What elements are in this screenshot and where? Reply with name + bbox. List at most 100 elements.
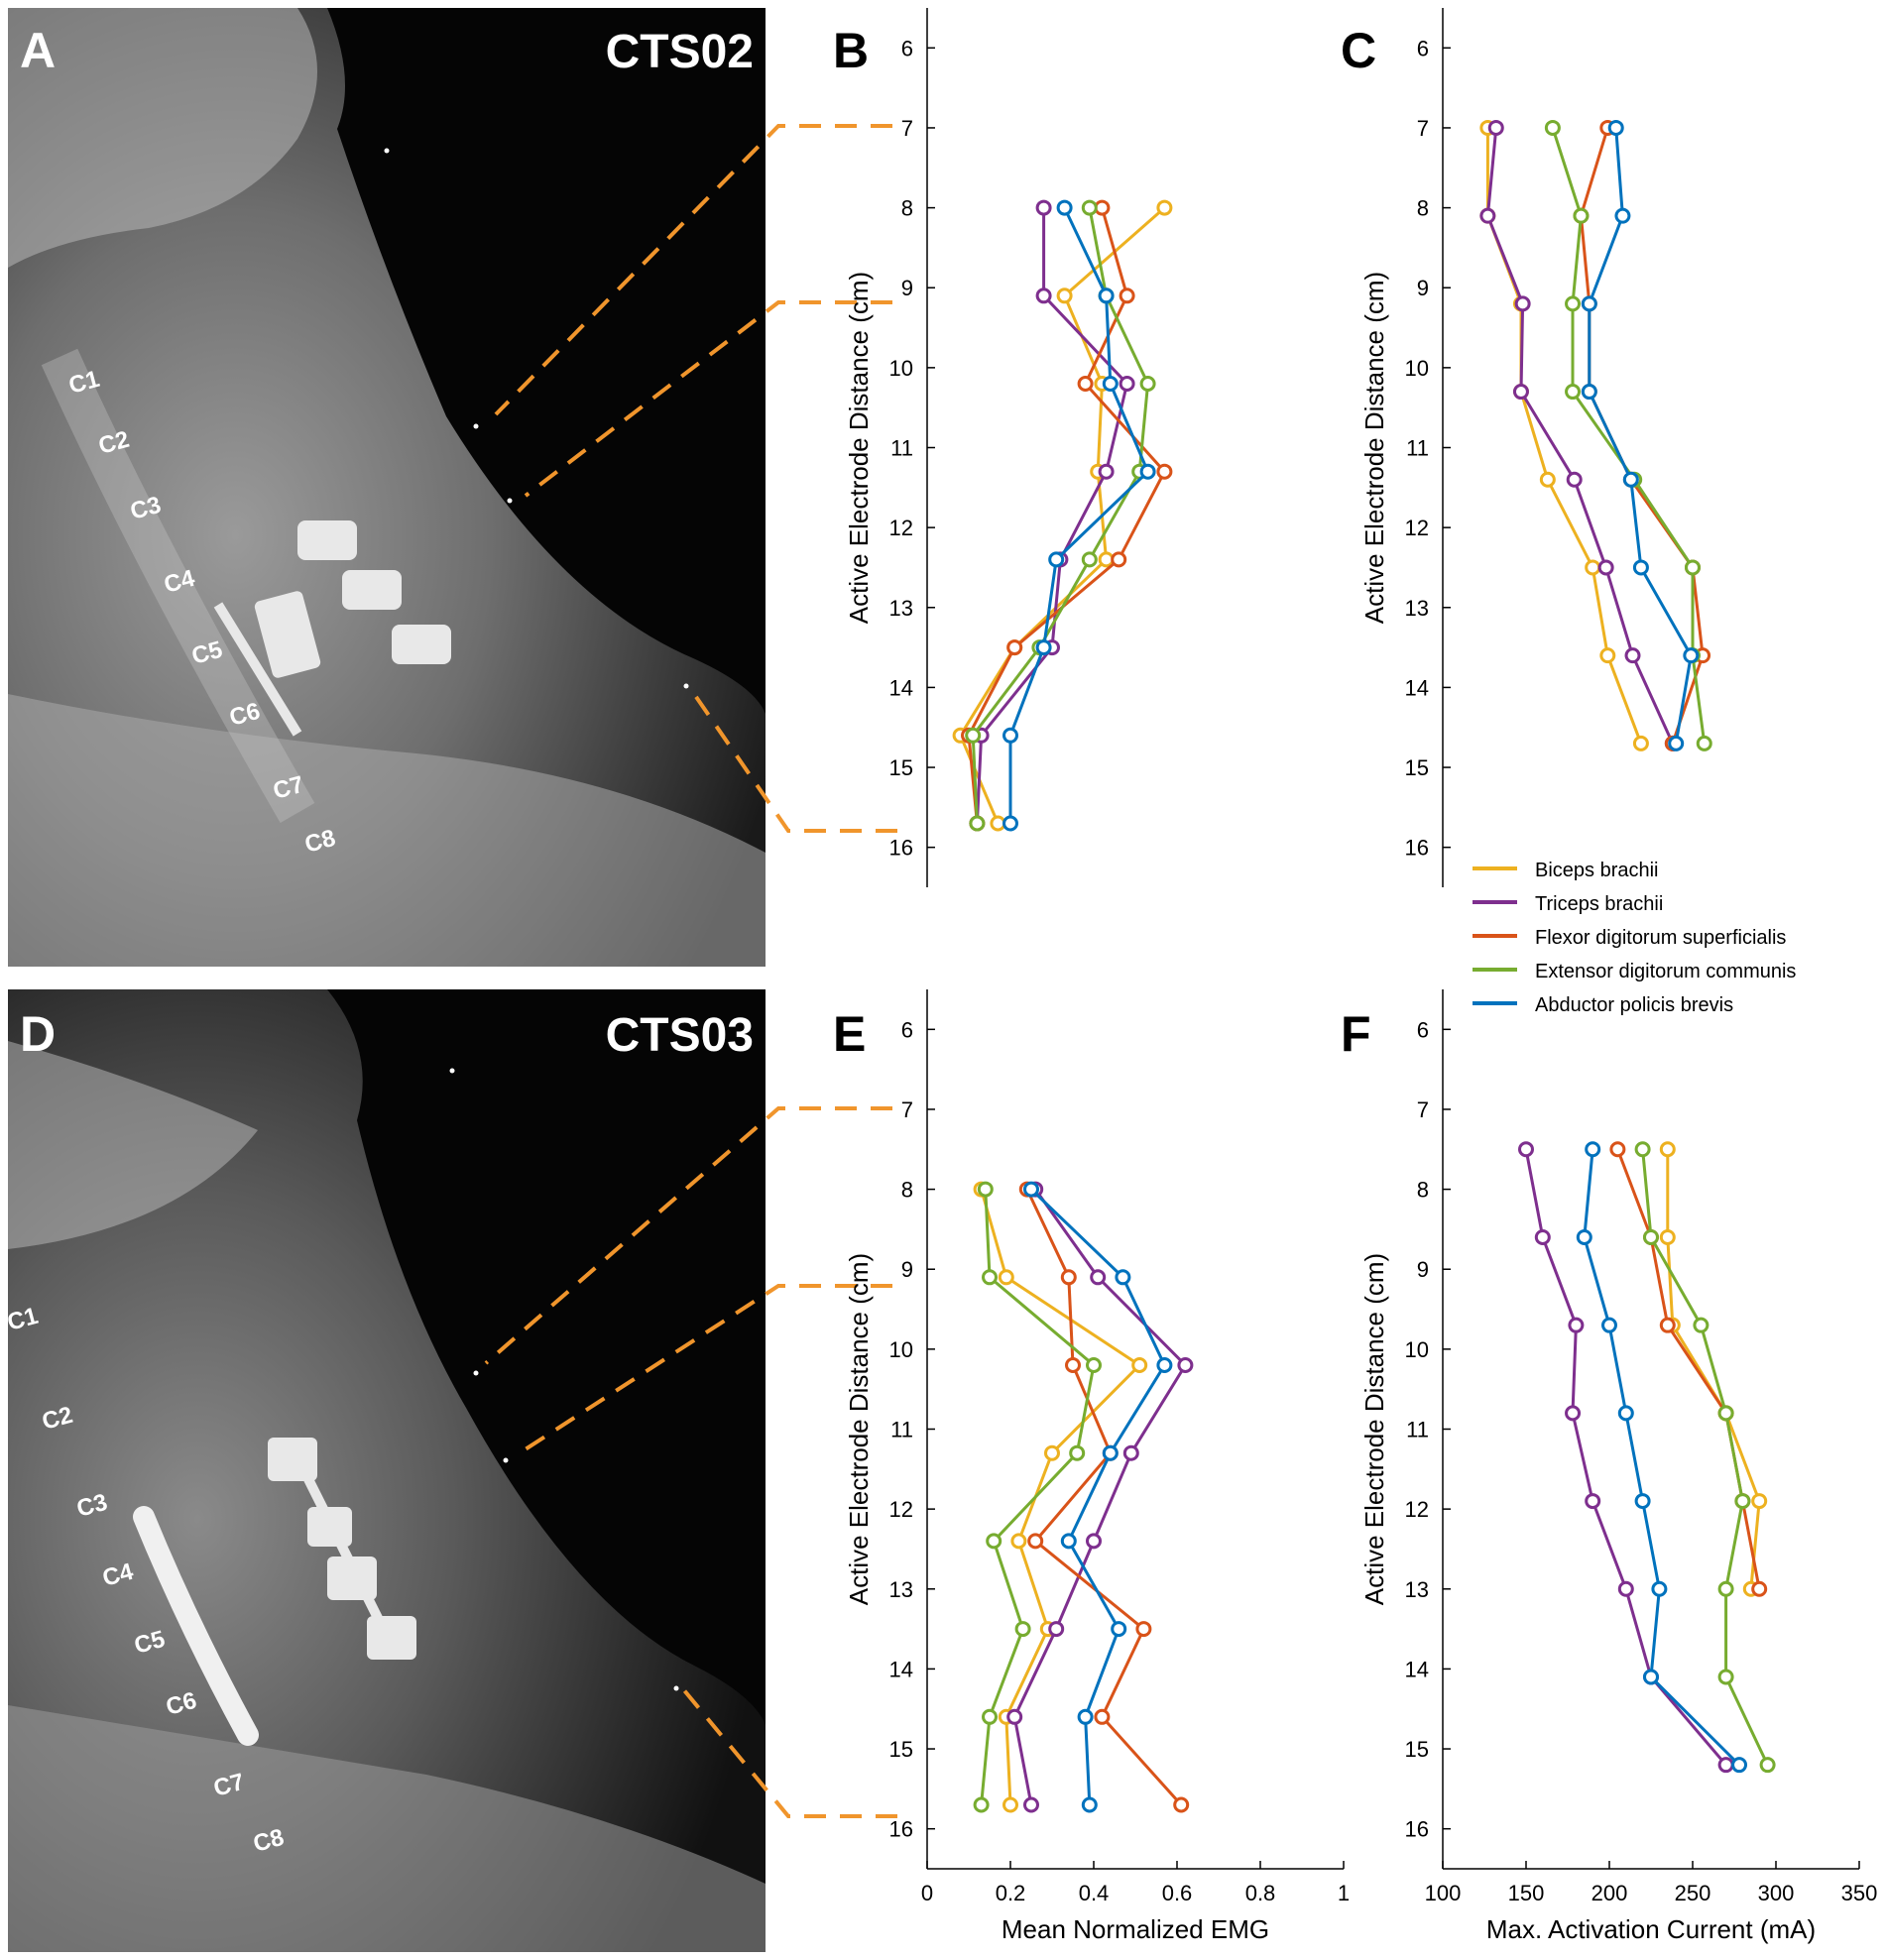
y-tick-label: 9 xyxy=(901,276,913,300)
x-tick-label: 200 xyxy=(1591,1881,1628,1905)
data-point xyxy=(990,815,1006,832)
y-tick-label: 7 xyxy=(901,1097,913,1122)
data-point xyxy=(1102,375,1119,392)
y-tick-label: 13 xyxy=(1405,596,1429,621)
data-point xyxy=(1693,1317,1709,1333)
data-point xyxy=(1479,207,1496,224)
y-tick-label: 14 xyxy=(1405,675,1429,700)
series-line xyxy=(1008,206,1150,824)
data-point xyxy=(1597,559,1614,576)
guide-line xyxy=(484,1106,892,1365)
data-point xyxy=(1609,1141,1626,1158)
data-point xyxy=(1607,119,1624,136)
guide-lines xyxy=(484,124,897,1818)
series-abductor-policis-brevis xyxy=(1002,199,1156,832)
data-point xyxy=(1624,647,1641,664)
data-point xyxy=(998,1269,1014,1286)
data-point xyxy=(1734,1493,1751,1510)
legend-item: Extensor digitorum communis xyxy=(1473,961,1796,982)
y-tick-label: 9 xyxy=(901,1257,913,1282)
series-line xyxy=(1641,1149,1769,1766)
data-point xyxy=(1006,1708,1023,1725)
series-line xyxy=(1666,1149,1761,1589)
guide-line xyxy=(692,692,897,833)
legend: Biceps brachii Triceps brachii Flexor di… xyxy=(1473,860,1796,1016)
series-line xyxy=(967,207,1167,824)
y-tick-label: 13 xyxy=(1405,1577,1429,1602)
data-point xyxy=(1565,384,1582,401)
data-point xyxy=(1027,1533,1044,1550)
chart-c: 6 7 8 9 10 11 12 13 14 15 16 Active Electrode Dista… xyxy=(1359,8,1712,887)
data-point xyxy=(1731,1757,1748,1774)
legend-label: Flexor digitorum superficialis xyxy=(1535,927,1786,949)
data-point xyxy=(1614,207,1631,224)
data-point xyxy=(1156,463,1173,480)
electrode-marker xyxy=(473,423,479,429)
guide-line xyxy=(494,124,892,416)
data-point xyxy=(1601,1317,1617,1333)
data-point xyxy=(1585,1493,1601,1510)
xray-panel-d: C1 C2 C3 C4 C5 C6 C7 C8 D CTS03 xyxy=(5,989,766,1952)
data-point xyxy=(1634,1493,1651,1510)
data-point xyxy=(969,815,986,832)
y-tick-label: 7 xyxy=(1417,1097,1429,1122)
x-tick-label: 150 xyxy=(1508,1881,1545,1905)
data-point xyxy=(1056,288,1073,304)
data-point xyxy=(1081,199,1098,216)
data-point xyxy=(1023,1796,1039,1813)
data-point xyxy=(986,1533,1002,1550)
data-point xyxy=(1156,199,1173,216)
electrode-marker xyxy=(503,1457,509,1463)
cervical-implant xyxy=(133,1438,416,1746)
y-axis-label: Active Electrode Distance (cm) xyxy=(1359,272,1389,624)
data-point xyxy=(1139,375,1156,392)
y-tick-label: 9 xyxy=(1417,276,1429,300)
data-point xyxy=(1634,1141,1651,1158)
electrode-marker xyxy=(673,1685,679,1691)
data-point xyxy=(1010,1533,1027,1550)
data-point xyxy=(1668,735,1685,751)
series-abductor-policis-brevis xyxy=(1581,119,1700,751)
data-point xyxy=(1077,375,1094,392)
x-tick-label: 0.6 xyxy=(1162,1881,1193,1905)
y-tick-label: 12 xyxy=(1405,516,1429,540)
data-point xyxy=(1566,471,1583,488)
y-tick-label: 15 xyxy=(889,1737,913,1762)
x-tick-label: 0.4 xyxy=(1079,1881,1110,1905)
series-line xyxy=(1025,1188,1183,1806)
data-point xyxy=(1006,639,1023,656)
data-point xyxy=(1048,551,1065,568)
data-point xyxy=(1098,288,1115,304)
series-line xyxy=(980,1189,1096,1805)
y-tick-label: 11 xyxy=(1406,1418,1429,1442)
legend-label: Extensor digitorum communis xyxy=(1535,961,1796,982)
x-tick-label: 0 xyxy=(921,1881,933,1905)
data-point xyxy=(1576,1228,1592,1245)
series-line xyxy=(1012,1188,1188,1805)
data-point xyxy=(1696,735,1712,751)
data-point xyxy=(1512,384,1529,401)
data-point xyxy=(1035,199,1052,216)
data-point xyxy=(1651,1580,1668,1597)
electrode-marker xyxy=(449,1068,455,1074)
chart-f: 6 7 8 9 10 11 12 13 14 15 16 Active Electrode Dista… xyxy=(1359,989,1877,1944)
panel-letter-c: C xyxy=(1341,23,1376,78)
cervical-implant xyxy=(213,520,451,737)
y-tick-label: 14 xyxy=(889,675,913,700)
data-point xyxy=(1119,288,1135,304)
y-tick-label: 16 xyxy=(889,836,913,861)
data-point xyxy=(1683,647,1700,664)
chart-b: 6 7 8 9 10 11 12 13 14 15 16 Active Electrode Dista… xyxy=(844,8,1173,887)
series-line xyxy=(1588,127,1693,745)
data-point xyxy=(1111,1621,1127,1638)
series-line xyxy=(1485,127,1675,745)
y-axis-label: Active Electrode Distance (cm) xyxy=(844,272,874,624)
legend-label: Biceps brachii xyxy=(1535,860,1659,881)
data-point xyxy=(1659,1317,1676,1333)
data-point xyxy=(1751,1580,1768,1597)
data-point xyxy=(1617,1580,1634,1597)
y-tick-label: 15 xyxy=(1405,755,1429,780)
y-tick-label: 12 xyxy=(889,516,913,540)
data-point xyxy=(1659,1141,1676,1158)
